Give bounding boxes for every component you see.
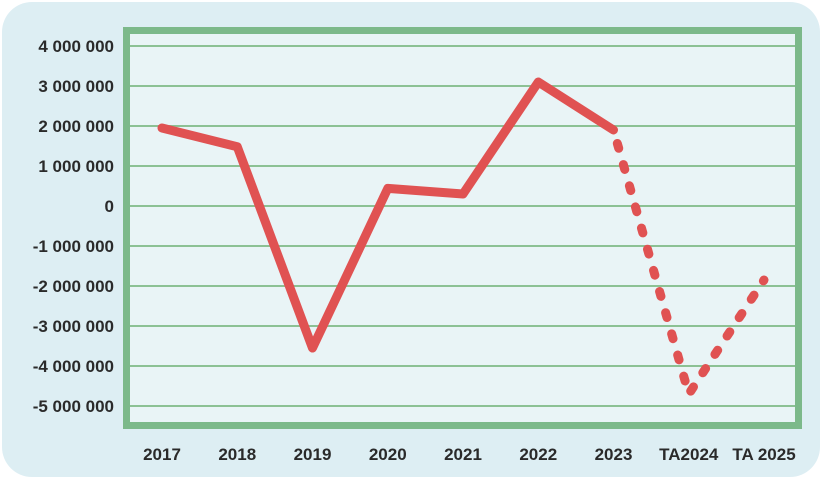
y-axis-tick-label: 1 000 000 — [38, 157, 114, 176]
x-axis-tick-label: TA 2025 — [732, 445, 795, 464]
y-axis-tick-label: -2 000 000 — [33, 277, 114, 296]
y-axis-tick-label: -4 000 000 — [33, 357, 114, 376]
y-axis-tick-label: -3 000 000 — [33, 317, 114, 336]
x-axis-tick-label: 2017 — [143, 445, 181, 464]
x-axis-tick-label: 2021 — [444, 445, 482, 464]
y-axis-tick-label: 2 000 000 — [38, 117, 114, 136]
plot-area — [123, 27, 802, 429]
y-axis-tick-label: 3 000 000 — [38, 77, 114, 96]
x-axis-tick-label: TA2024 — [659, 445, 719, 464]
data-line-solid — [157, 77, 618, 353]
x-axis-tick-label: 2019 — [294, 445, 332, 464]
x-axis-tick-label: 2018 — [218, 445, 256, 464]
y-axis-tick-label: -5 000 000 — [33, 397, 114, 416]
x-axis-tick-label: 2022 — [519, 445, 557, 464]
y-axis-tick-label: 0 — [105, 197, 114, 216]
data-line-dashed-forecast — [609, 125, 769, 399]
x-axis-tick-label: 2023 — [595, 445, 633, 464]
y-axis-tick-label: -1 000 000 — [33, 237, 114, 256]
y-axis-tick-label: 4 000 000 — [38, 37, 114, 56]
plot-border — [123, 27, 802, 429]
x-axis-tick-label: 2020 — [369, 445, 407, 464]
